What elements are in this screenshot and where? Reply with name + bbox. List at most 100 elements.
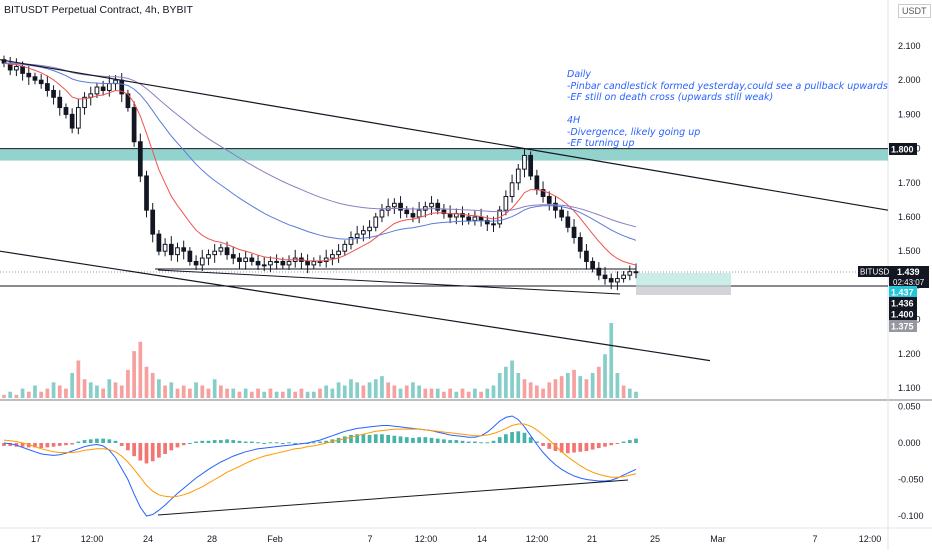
volume-bar bbox=[615, 373, 620, 398]
lower-channel-line bbox=[0, 250, 711, 362]
macd-histogram-bar bbox=[423, 437, 428, 443]
currency-button[interactable]: USDT bbox=[898, 4, 931, 18]
volume-bar bbox=[20, 388, 25, 398]
time-tick-label: 12:00 bbox=[81, 534, 104, 544]
macd-histogram-bar bbox=[386, 434, 391, 443]
candle-body bbox=[590, 260, 595, 269]
ema-line bbox=[3, 62, 637, 241]
macd-histogram-bar bbox=[169, 443, 174, 451]
macd-histogram-bar bbox=[565, 443, 570, 454]
note-line: 4H bbox=[567, 115, 581, 126]
macd-histogram-bar bbox=[485, 442, 490, 444]
volume-bar bbox=[132, 351, 136, 398]
volume-bar bbox=[547, 382, 552, 398]
macd-histogram-bar bbox=[510, 432, 514, 443]
macd-histogram-bar bbox=[541, 443, 545, 446]
macd-histogram-bar bbox=[318, 441, 322, 443]
volume-bar bbox=[485, 388, 490, 398]
candle-body bbox=[162, 243, 168, 252]
volume-bar bbox=[603, 354, 607, 398]
macd-histogram-bar bbox=[119, 443, 124, 446]
candle-body bbox=[243, 257, 249, 262]
candle-body bbox=[472, 216, 478, 221]
macd-histogram-bar bbox=[442, 439, 446, 443]
target-box bbox=[636, 273, 731, 286]
candle-body bbox=[131, 107, 137, 143]
macd-histogram-bar bbox=[2, 443, 6, 446]
macd-histogram-bar bbox=[20, 443, 25, 447]
time-tick-label: 7 bbox=[367, 534, 372, 544]
volume-bar bbox=[355, 382, 360, 398]
candle-body bbox=[181, 247, 187, 252]
grey-price-label-bg bbox=[889, 320, 917, 332]
candle-body bbox=[466, 216, 472, 221]
macd-pane bbox=[2, 415, 638, 517]
candle-body bbox=[361, 230, 366, 235]
candle-body bbox=[51, 89, 56, 98]
resistance-zone bbox=[0, 148, 888, 161]
volume-bar bbox=[243, 388, 248, 398]
candle-body bbox=[45, 83, 50, 91]
volume-bar bbox=[8, 391, 13, 398]
volume-bar bbox=[262, 391, 267, 398]
volume-bar bbox=[324, 385, 329, 398]
candle-body bbox=[484, 219, 490, 225]
candle-body bbox=[608, 278, 614, 283]
candle-body bbox=[75, 107, 81, 129]
volume-bar bbox=[64, 388, 68, 398]
price-labels: 1.800 BITUSDT 1.43902:43:071.4371.4361.400… bbox=[858, 143, 929, 332]
box-price-label-bg bbox=[889, 297, 917, 309]
support-price-label-bg bbox=[889, 308, 917, 320]
macd-histogram-bar bbox=[188, 443, 192, 444]
volume-bar bbox=[411, 382, 415, 398]
volume-bar bbox=[535, 385, 539, 398]
macd-histogram-bar bbox=[373, 434, 378, 443]
macd-histogram-bar bbox=[349, 434, 353, 443]
macd-histogram-bar bbox=[76, 441, 81, 443]
macd-histogram-bar bbox=[175, 443, 180, 448]
ema-line bbox=[3, 62, 637, 266]
volume-bar bbox=[541, 388, 545, 398]
candle-body bbox=[32, 76, 38, 81]
macd-histogram-bar bbox=[497, 437, 502, 443]
time-tick-label: 7 bbox=[812, 534, 817, 544]
candle-body bbox=[398, 202, 403, 211]
price-tick-label: 2.000 bbox=[898, 75, 921, 85]
candle-body bbox=[584, 250, 589, 262]
macd-histogram-bar bbox=[367, 434, 372, 443]
price-tick-label: 2.100 bbox=[898, 41, 921, 51]
time-axis: 17 12:00 24 28 Feb 7 12:00 14 12:00 21 25 Mar 7 12:00 bbox=[31, 534, 881, 544]
time-tick-label: 12:00 bbox=[526, 534, 549, 544]
volume-bar bbox=[590, 373, 595, 398]
macd-histogram-bar bbox=[584, 443, 589, 452]
volume-bar bbox=[367, 382, 372, 398]
volume-bar bbox=[138, 341, 143, 398]
volume-bar bbox=[404, 385, 409, 398]
volume-bar bbox=[26, 391, 31, 398]
macd-histogram-bar bbox=[262, 443, 267, 444]
volume-bar bbox=[76, 360, 81, 398]
macd-divergence-line bbox=[157, 479, 629, 516]
candle-body bbox=[57, 96, 63, 109]
macd-histogram-bar bbox=[342, 436, 347, 443]
macd-histogram-bar bbox=[256, 442, 260, 444]
macd-histogram-bar bbox=[88, 439, 93, 443]
candle-body bbox=[348, 237, 354, 245]
macd-histogram-bar bbox=[535, 441, 539, 443]
candle-body bbox=[199, 257, 205, 266]
macd-histogram-bar bbox=[212, 440, 217, 443]
candle-body bbox=[503, 195, 509, 211]
time-tick-label: Feb bbox=[267, 534, 283, 544]
macd-tick-label: 0.000 bbox=[898, 438, 921, 448]
volume-bar bbox=[57, 385, 62, 398]
volume-bar bbox=[528, 382, 533, 398]
macd-histogram-bar bbox=[249, 441, 254, 443]
price-tick-label: 1.600 bbox=[898, 212, 921, 222]
macd-histogram-bar bbox=[64, 443, 68, 446]
candle-body bbox=[379, 209, 385, 218]
time-tick-label: 21 bbox=[587, 534, 597, 544]
volume-bar bbox=[206, 388, 211, 398]
macd-histogram-bar bbox=[392, 435, 397, 443]
